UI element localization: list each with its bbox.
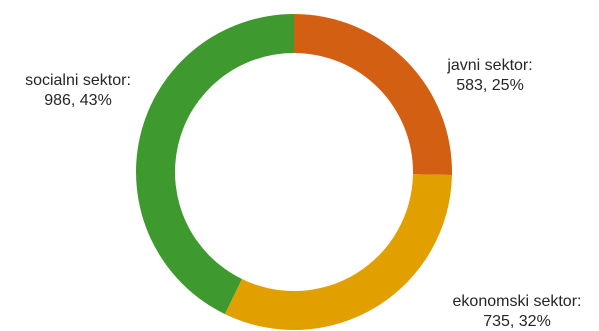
slice-1 xyxy=(224,174,452,331)
slice-labels: javni sektor: 583, 25% ekonomski sektor: 73… xyxy=(25,57,581,330)
slice-label-2: socialni sektor: xyxy=(25,72,131,89)
slice-label-0: javni sektor: xyxy=(446,57,532,74)
slice-label-1: ekonomski sektor: xyxy=(453,293,582,310)
slice-value-label-2: 986, 43% xyxy=(44,92,112,109)
slice-2 xyxy=(135,13,294,315)
slice-value-label-0: 583, 25% xyxy=(456,77,524,94)
slice-0 xyxy=(294,14,452,176)
donut-slices xyxy=(135,13,452,331)
slice-value-label-1: 735, 32% xyxy=(483,313,551,330)
